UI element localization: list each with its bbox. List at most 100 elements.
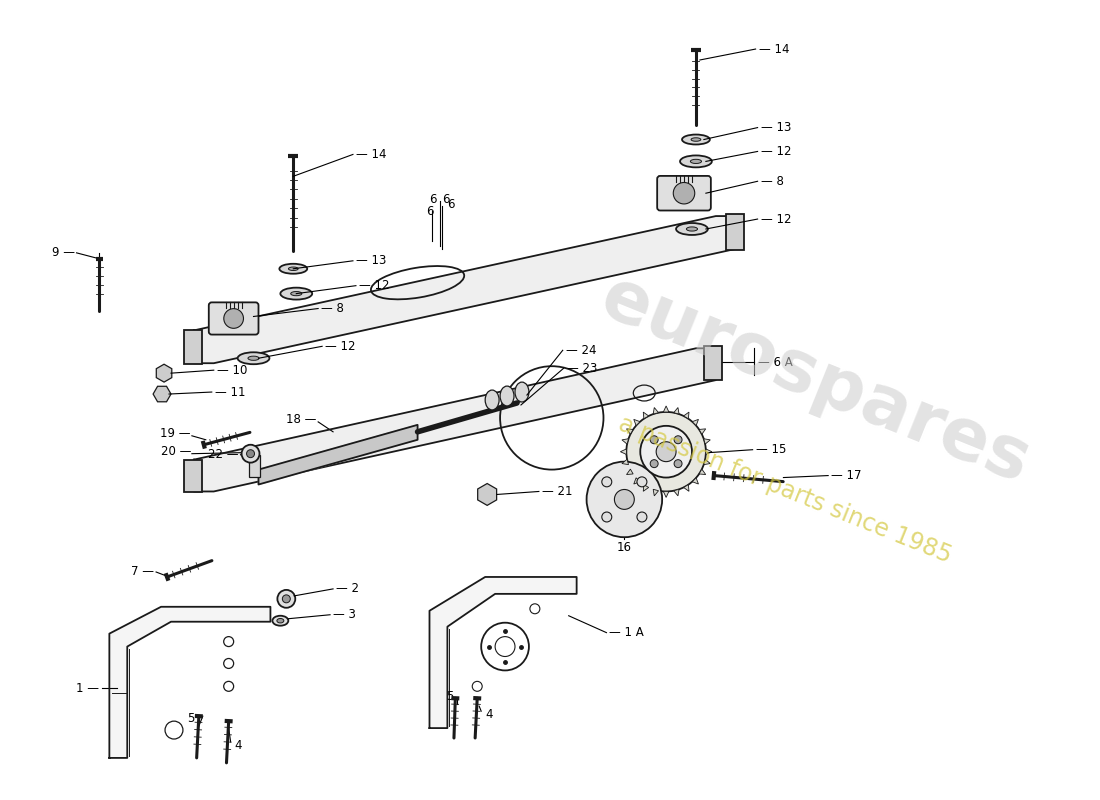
Circle shape bbox=[246, 450, 254, 458]
Text: — 1 A: — 1 A bbox=[609, 626, 645, 639]
Ellipse shape bbox=[500, 386, 514, 406]
Polygon shape bbox=[429, 577, 576, 728]
Text: 6: 6 bbox=[429, 193, 437, 206]
Text: a passion for parts since 1985: a passion for parts since 1985 bbox=[615, 411, 956, 567]
Polygon shape bbox=[673, 407, 679, 414]
Circle shape bbox=[615, 490, 635, 510]
Circle shape bbox=[637, 512, 647, 522]
Polygon shape bbox=[700, 429, 706, 434]
Circle shape bbox=[223, 309, 243, 328]
Text: — 10: — 10 bbox=[217, 364, 248, 377]
Polygon shape bbox=[706, 449, 712, 454]
Ellipse shape bbox=[682, 134, 710, 145]
Circle shape bbox=[602, 512, 612, 522]
Polygon shape bbox=[683, 485, 689, 491]
Text: — 2: — 2 bbox=[336, 582, 359, 595]
Circle shape bbox=[657, 442, 676, 462]
Circle shape bbox=[586, 462, 662, 537]
Ellipse shape bbox=[691, 159, 702, 163]
Polygon shape bbox=[153, 386, 170, 402]
Polygon shape bbox=[156, 364, 172, 382]
Text: — 11: — 11 bbox=[214, 386, 245, 398]
Polygon shape bbox=[194, 216, 736, 363]
Bar bbox=[704, 346, 722, 380]
Ellipse shape bbox=[485, 390, 499, 410]
Text: — 6 A: — 6 A bbox=[758, 356, 792, 369]
Text: — 15: — 15 bbox=[756, 443, 786, 456]
Circle shape bbox=[626, 412, 706, 491]
Circle shape bbox=[650, 436, 658, 444]
Text: 5: 5 bbox=[187, 712, 195, 725]
Polygon shape bbox=[627, 429, 634, 434]
Bar bbox=[726, 214, 744, 250]
Text: 22 —: 22 — bbox=[208, 448, 239, 461]
Ellipse shape bbox=[277, 618, 284, 623]
Ellipse shape bbox=[680, 155, 712, 167]
Text: — 17: — 17 bbox=[832, 469, 861, 482]
Ellipse shape bbox=[676, 223, 708, 235]
Bar bbox=[249, 454, 261, 477]
Text: — 12: — 12 bbox=[359, 279, 389, 292]
FancyBboxPatch shape bbox=[209, 302, 258, 334]
Ellipse shape bbox=[290, 291, 301, 296]
Text: 7 —: 7 — bbox=[131, 565, 154, 578]
Text: — 24: — 24 bbox=[565, 344, 596, 357]
Text: — 14: — 14 bbox=[356, 148, 386, 161]
Polygon shape bbox=[653, 490, 659, 496]
Polygon shape bbox=[692, 419, 698, 426]
Ellipse shape bbox=[273, 616, 288, 626]
Polygon shape bbox=[683, 412, 689, 418]
Text: — 8: — 8 bbox=[321, 302, 344, 315]
Text: 9 —: 9 — bbox=[52, 246, 75, 259]
Ellipse shape bbox=[238, 352, 270, 364]
Ellipse shape bbox=[248, 356, 260, 360]
Circle shape bbox=[277, 590, 295, 608]
Polygon shape bbox=[620, 449, 626, 454]
Bar bbox=[184, 460, 201, 493]
Text: 1 —: 1 — bbox=[76, 682, 99, 695]
Circle shape bbox=[242, 445, 260, 462]
Text: — 12: — 12 bbox=[326, 340, 355, 353]
FancyBboxPatch shape bbox=[657, 176, 711, 210]
Polygon shape bbox=[704, 459, 711, 465]
Text: — 23: — 23 bbox=[566, 362, 597, 374]
Text: — 21: — 21 bbox=[542, 485, 572, 498]
Text: 6: 6 bbox=[448, 198, 455, 210]
Text: — 8: — 8 bbox=[760, 174, 783, 188]
Text: 4: 4 bbox=[235, 739, 242, 753]
Text: — 13: — 13 bbox=[760, 121, 791, 134]
Text: — 3: — 3 bbox=[333, 608, 356, 622]
Circle shape bbox=[602, 477, 612, 487]
Polygon shape bbox=[653, 407, 659, 414]
Polygon shape bbox=[644, 412, 649, 418]
Text: — 14: — 14 bbox=[759, 42, 789, 55]
Circle shape bbox=[650, 460, 658, 468]
Text: 4: 4 bbox=[485, 708, 493, 721]
Circle shape bbox=[640, 426, 692, 478]
Polygon shape bbox=[692, 478, 698, 484]
Polygon shape bbox=[194, 348, 716, 491]
Polygon shape bbox=[663, 406, 669, 412]
Text: — 13: — 13 bbox=[356, 254, 386, 267]
Ellipse shape bbox=[686, 227, 697, 231]
Polygon shape bbox=[663, 491, 669, 498]
Ellipse shape bbox=[288, 267, 298, 270]
Ellipse shape bbox=[279, 264, 307, 274]
Ellipse shape bbox=[691, 138, 701, 142]
Text: eurospares: eurospares bbox=[591, 262, 1040, 498]
Polygon shape bbox=[634, 478, 640, 484]
Polygon shape bbox=[621, 438, 628, 444]
Bar bbox=[184, 330, 201, 364]
Polygon shape bbox=[700, 469, 706, 474]
Text: 20 —: 20 — bbox=[161, 445, 191, 458]
Ellipse shape bbox=[280, 288, 312, 299]
Polygon shape bbox=[109, 606, 271, 758]
Text: 16: 16 bbox=[617, 541, 631, 554]
Ellipse shape bbox=[515, 382, 529, 402]
Text: 19 —: 19 — bbox=[161, 427, 191, 440]
Polygon shape bbox=[258, 425, 418, 485]
Circle shape bbox=[674, 436, 682, 444]
Polygon shape bbox=[644, 485, 649, 491]
Circle shape bbox=[674, 460, 682, 468]
Text: 18 —: 18 — bbox=[286, 414, 316, 426]
